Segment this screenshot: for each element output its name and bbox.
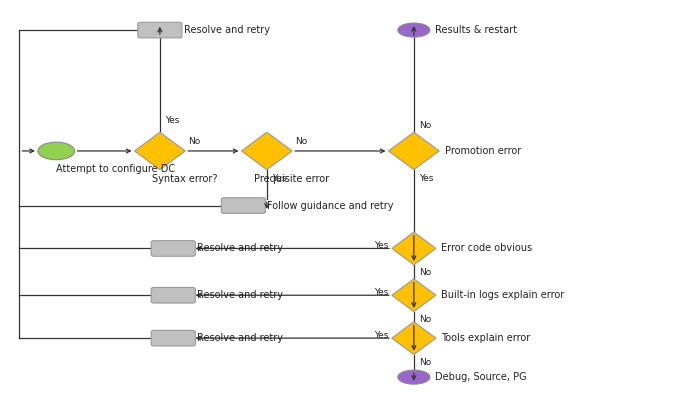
Text: Debug, Source, PG: Debug, Source, PG bbox=[435, 372, 527, 382]
Text: Built-in logs explain error: Built-in logs explain error bbox=[441, 290, 565, 300]
Text: Yes: Yes bbox=[374, 331, 388, 340]
Polygon shape bbox=[392, 279, 436, 312]
FancyBboxPatch shape bbox=[151, 241, 195, 256]
Text: Tools explain error: Tools explain error bbox=[441, 333, 530, 343]
Polygon shape bbox=[134, 132, 185, 170]
FancyBboxPatch shape bbox=[151, 288, 195, 303]
Text: No: No bbox=[419, 315, 431, 324]
Text: Yes: Yes bbox=[272, 173, 286, 183]
Polygon shape bbox=[392, 322, 436, 354]
Text: Syntax error?: Syntax error? bbox=[152, 173, 218, 183]
FancyBboxPatch shape bbox=[221, 198, 266, 213]
Text: Error code obvious: Error code obvious bbox=[441, 244, 532, 254]
Text: Resolve and retry: Resolve and retry bbox=[197, 333, 283, 343]
Text: Resolve and retry: Resolve and retry bbox=[197, 290, 283, 300]
Polygon shape bbox=[392, 232, 436, 265]
Polygon shape bbox=[241, 132, 293, 170]
Text: No: No bbox=[419, 121, 431, 130]
Text: Yes: Yes bbox=[374, 288, 388, 297]
Text: Resolve and retry: Resolve and retry bbox=[197, 244, 283, 254]
Text: No: No bbox=[419, 268, 431, 277]
Ellipse shape bbox=[398, 370, 430, 384]
Text: No: No bbox=[189, 137, 201, 146]
Text: Prequisite error: Prequisite error bbox=[254, 173, 329, 183]
FancyBboxPatch shape bbox=[137, 22, 182, 38]
Text: Follow guidance and retry: Follow guidance and retry bbox=[268, 200, 394, 210]
Text: Yes: Yes bbox=[165, 116, 179, 125]
Text: No: No bbox=[419, 358, 431, 366]
Text: Results & restart: Results & restart bbox=[435, 25, 518, 35]
Text: Attempt to configure DC: Attempt to configure DC bbox=[56, 164, 175, 174]
Text: Resolve and retry: Resolve and retry bbox=[184, 25, 270, 35]
Ellipse shape bbox=[398, 23, 430, 37]
Text: No: No bbox=[296, 137, 308, 146]
FancyBboxPatch shape bbox=[151, 330, 195, 346]
Polygon shape bbox=[388, 132, 439, 170]
Text: Yes: Yes bbox=[419, 173, 433, 183]
Ellipse shape bbox=[38, 142, 75, 160]
Text: Promotion error: Promotion error bbox=[445, 146, 521, 156]
Text: Yes: Yes bbox=[374, 242, 388, 250]
